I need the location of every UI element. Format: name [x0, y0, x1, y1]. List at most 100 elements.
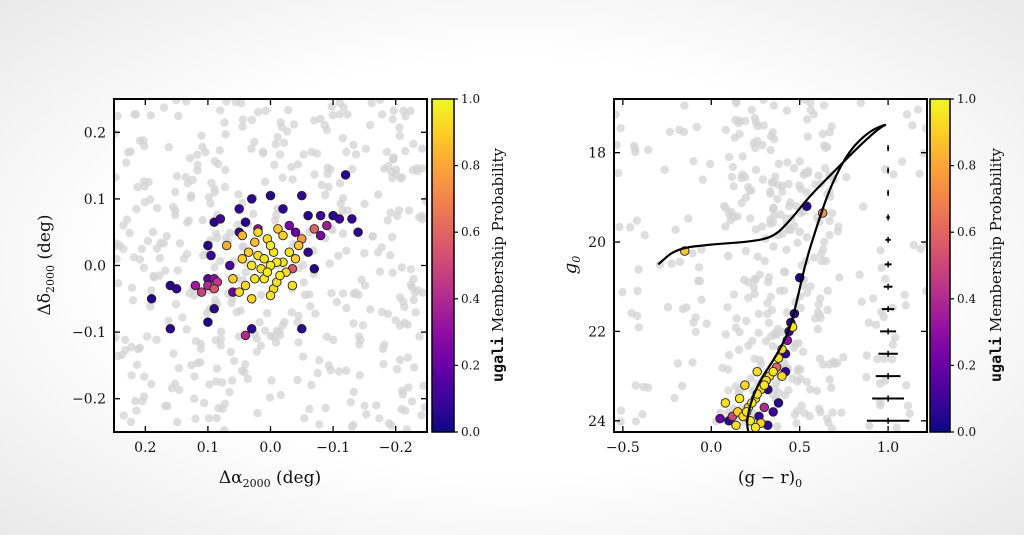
field-star — [814, 404, 824, 414]
field-star — [828, 209, 837, 218]
field-star — [230, 356, 239, 366]
field-star — [131, 110, 140, 119]
spatial-colorbar: 0.0 0.2 0.4 0.6 0.8 1.0 ugali Membership Prob… — [431, 92, 507, 439]
field-star — [825, 127, 834, 137]
spatial-colorbar-ticks: 0.0 0.2 0.4 0.6 0.8 1.0 — [454, 92, 480, 439]
field-star — [773, 194, 782, 204]
field-star — [796, 303, 806, 313]
field-star — [892, 423, 901, 432]
field-star — [790, 410, 799, 419]
field-star — [806, 282, 815, 291]
field-star — [126, 147, 135, 156]
field-star — [629, 141, 639, 151]
field-star — [367, 99, 376, 108]
field-star — [869, 294, 878, 303]
field-star — [366, 305, 375, 314]
field-star — [409, 139, 418, 149]
y-tick-label: 0.2 — [84, 125, 106, 141]
field-star — [317, 180, 326, 190]
member-star — [190, 280, 201, 291]
member-star — [759, 402, 770, 413]
field-star — [228, 376, 237, 385]
y-tick-label: −0.2 — [72, 392, 106, 408]
cmd-y-label: g0 — [560, 256, 583, 275]
field-star — [125, 228, 134, 238]
member-star — [225, 260, 235, 271]
field-star — [327, 102, 336, 111]
field-star — [802, 233, 811, 242]
field-star — [614, 110, 620, 119]
field-star — [768, 342, 778, 351]
field-star — [346, 397, 355, 407]
field-star — [189, 291, 199, 300]
field-star — [395, 355, 405, 365]
field-star — [294, 311, 303, 320]
field-star — [388, 173, 397, 183]
field-star — [741, 116, 750, 126]
field-star — [360, 249, 369, 258]
field-star — [170, 379, 180, 388]
field-star — [780, 267, 790, 277]
member-star — [303, 210, 313, 221]
field-star — [744, 293, 753, 303]
field-star — [365, 121, 375, 130]
field-star — [298, 352, 308, 361]
field-star — [871, 320, 881, 329]
field-star — [272, 210, 281, 220]
colorbar-tick-label: 1.0 — [957, 92, 976, 106]
field-star — [240, 368, 249, 377]
field-star — [358, 321, 368, 330]
field-star — [409, 295, 418, 305]
field-star — [114, 129, 119, 138]
member-star — [209, 284, 219, 294]
field-star — [261, 106, 270, 116]
field-star — [820, 164, 830, 173]
field-star — [766, 292, 776, 302]
field-star — [293, 317, 302, 327]
field-star — [796, 374, 805, 383]
field-star — [216, 106, 225, 115]
field-star — [325, 259, 334, 268]
field-star — [293, 160, 303, 169]
field-star — [119, 411, 128, 420]
field-star — [684, 214, 693, 223]
field-star — [616, 406, 626, 415]
field-star — [146, 302, 155, 311]
field-star — [411, 308, 420, 317]
field-star — [758, 140, 767, 150]
field-star — [758, 175, 768, 184]
field-star — [152, 203, 162, 213]
field-star — [391, 165, 401, 174]
field-star — [236, 99, 246, 108]
field-star — [780, 391, 790, 400]
field-star — [335, 99, 344, 107]
field-star — [311, 309, 320, 318]
field-star — [769, 101, 778, 110]
field-star — [307, 380, 316, 390]
spatial-x-label: Δα2000 (deg) — [219, 468, 321, 490]
colorbar-tick-label: 0.8 — [957, 159, 976, 173]
field-star — [747, 105, 757, 115]
field-star — [275, 327, 284, 336]
field-star — [205, 380, 214, 389]
field-star — [388, 115, 397, 124]
field-star — [413, 286, 423, 295]
colorbar-tick-label: 0.0 — [461, 425, 480, 439]
field-star — [767, 306, 776, 315]
field-star — [397, 173, 407, 182]
member-star — [734, 393, 745, 404]
member-star — [146, 294, 157, 304]
field-star — [404, 383, 413, 392]
x-tick-label: 1.0 — [877, 440, 899, 456]
x-tick-label: −0.2 — [379, 440, 413, 456]
field-star — [818, 129, 827, 139]
field-star — [127, 342, 136, 352]
field-star — [615, 222, 624, 232]
field-star — [775, 286, 785, 295]
field-star — [187, 361, 196, 370]
member-star — [773, 398, 784, 408]
field-star — [384, 161, 393, 171]
field-star — [383, 216, 392, 225]
member-star — [273, 224, 283, 234]
